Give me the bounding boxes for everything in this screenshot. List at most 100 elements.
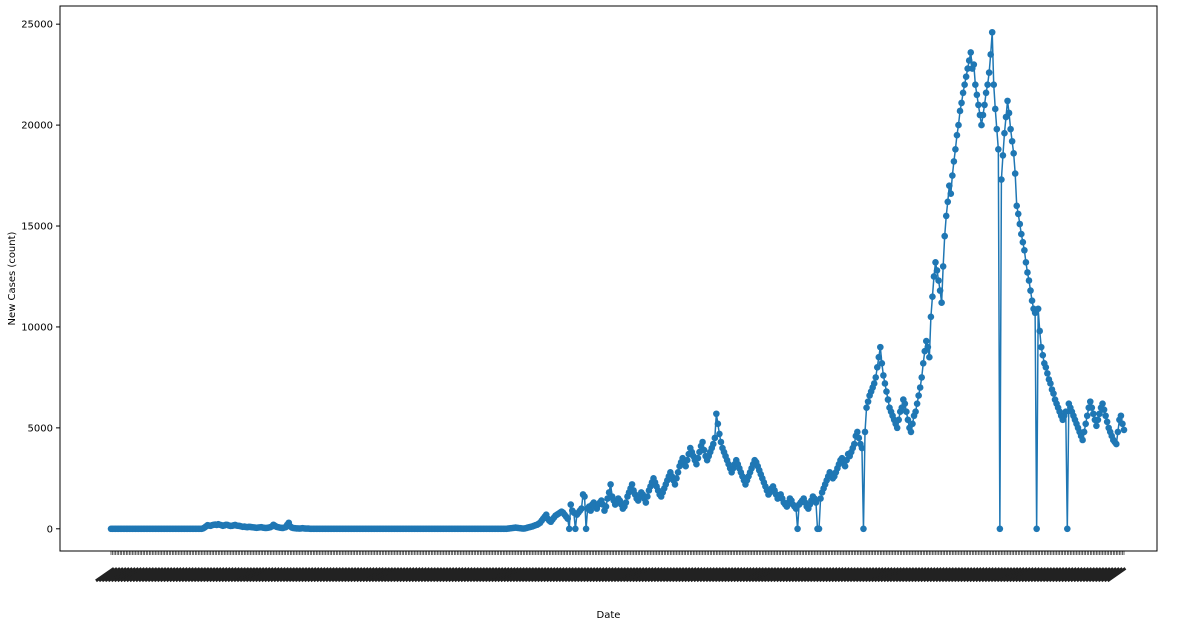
x-tick-label (683, 567, 704, 583)
data-point (1120, 426, 1128, 434)
data-point (959, 89, 967, 97)
x-tick-label (404, 567, 425, 583)
x-tick-label (361, 567, 382, 583)
x-tick-label (533, 567, 554, 583)
data-point (903, 408, 910, 416)
data-point (716, 430, 723, 438)
data-point (912, 408, 919, 416)
x-tick-label (570, 567, 590, 583)
x-tick-label (597, 567, 618, 583)
x-tick-label (637, 567, 658, 583)
x-tick-label (193, 567, 213, 583)
data-point (904, 416, 912, 424)
data-point (854, 428, 861, 436)
data-point (965, 57, 973, 64)
x-tick-label (165, 567, 186, 583)
data-point (1014, 210, 1022, 218)
data-point (817, 495, 824, 502)
x-tick-label (462, 567, 483, 583)
x-tick-label (389, 567, 410, 583)
x-tick-label (993, 567, 1013, 583)
x-tick-label (413, 567, 434, 583)
x-tick-label (168, 567, 189, 583)
data-point (572, 525, 579, 533)
data-point (932, 259, 939, 266)
x-tick-label (205, 567, 226, 583)
x-tick-label (269, 567, 290, 583)
x-tick-label (855, 567, 875, 583)
x-tick-label (481, 567, 502, 583)
x-tick-label (910, 567, 931, 583)
x-tick-label (180, 567, 201, 583)
x-tick-label (968, 567, 989, 583)
x-tick-label (735, 567, 756, 583)
x-tick-label (1045, 567, 1066, 583)
data-point (1042, 364, 1050, 371)
x-tick-label (674, 567, 695, 583)
data-point (1021, 246, 1028, 254)
x-tick-label (610, 567, 630, 583)
x-tick-label (824, 567, 845, 583)
x-tick-label (1051, 567, 1072, 583)
x-tick-label (898, 567, 918, 583)
data-point (999, 152, 1007, 159)
y-tick-label: 0 (47, 524, 53, 535)
data-point (936, 287, 944, 294)
data-point (717, 438, 725, 446)
x-tick-label (757, 567, 777, 583)
x-tick-label (579, 567, 600, 583)
data-point (907, 428, 915, 436)
x-tick-label (686, 567, 707, 583)
x-tick-label (505, 567, 526, 583)
x-tick-label (726, 567, 747, 583)
x-tick-label (836, 567, 857, 583)
data-point (674, 468, 682, 476)
x-tick-label (245, 567, 266, 583)
data-point (699, 438, 706, 446)
x-tick-label (919, 567, 940, 583)
x-tick-label (343, 567, 364, 583)
x-tick-label (217, 567, 238, 583)
data-point (700, 446, 708, 454)
data-point (915, 392, 922, 399)
x-tick-label (364, 567, 385, 583)
x-tick-label (1094, 567, 1115, 583)
data-point (1080, 428, 1088, 436)
x-tick-label (138, 567, 158, 583)
x-tick-label (508, 567, 529, 583)
x-tick-label (407, 567, 428, 583)
x-tick-label (156, 567, 177, 583)
data-point (581, 493, 588, 500)
data-point (895, 416, 903, 424)
x-tick-label (717, 567, 738, 583)
data-point (991, 105, 999, 113)
x-tick-label (107, 567, 128, 583)
data-point (939, 263, 947, 270)
x-tick-label (922, 567, 943, 583)
x-tick-label (591, 567, 612, 583)
x-tick-label (242, 567, 262, 583)
x-tick-label (1100, 567, 1121, 583)
data-point (1005, 109, 1013, 117)
x-tick-label (839, 567, 860, 583)
data-point (870, 380, 878, 387)
x-tick-label (747, 567, 768, 583)
x-tick-label (576, 567, 597, 583)
x-tick-label (487, 567, 508, 583)
x-tick-label (548, 567, 569, 583)
x-tick-label (306, 567, 327, 583)
x-tick-label (398, 567, 419, 583)
data-point (933, 267, 941, 274)
data-point (978, 121, 985, 129)
data-point (1100, 406, 1108, 414)
data-point (1011, 170, 1019, 177)
y-ticks: 0 5000 10000 15000 20000 25000 (21, 20, 60, 535)
data-point (949, 172, 956, 179)
x-tick-label (732, 567, 753, 583)
x-tick-label (557, 567, 578, 583)
x-tick-label (677, 567, 698, 583)
x-tick-label (714, 567, 734, 583)
data-point (567, 501, 575, 508)
data-point (578, 505, 585, 512)
